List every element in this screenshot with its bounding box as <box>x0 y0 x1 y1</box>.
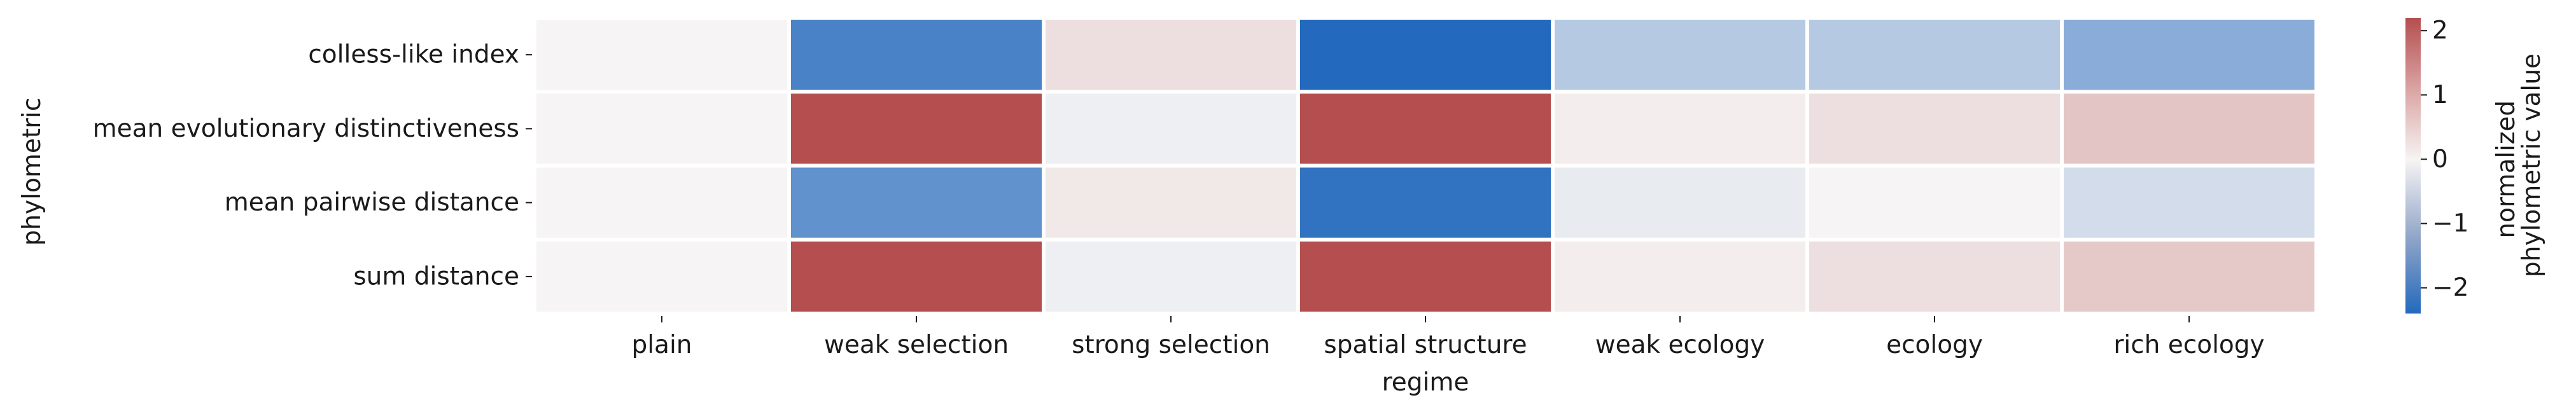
heatmap-cell <box>1555 167 1805 238</box>
x-tick-label: rich ecology <box>2113 331 2264 359</box>
colorbar-tick-label: 1 <box>2432 81 2448 109</box>
heatmap-cells <box>536 20 2314 312</box>
y-axis: colless-like index mean evolutionary dist… <box>93 41 532 291</box>
heatmap-cell <box>1300 167 1551 238</box>
heatmap-cell <box>1809 167 2060 238</box>
heatmap-cell <box>791 167 1042 238</box>
colorbar-ticks: 2 1 0 −1 −2 <box>2421 17 2469 302</box>
heatmap-cell <box>536 93 787 164</box>
heatmap-cell <box>1809 241 2060 312</box>
x-tick-label: ecology <box>1886 331 1983 359</box>
colorbar-gradient <box>2405 18 2421 314</box>
heatmap-cell <box>1300 20 1551 90</box>
heatmap-cell <box>1046 20 1296 90</box>
colorbar: 2 1 0 −1 −2 normalized phylometric value <box>2405 17 2546 314</box>
y-tick-label: mean evolutionary distinctiveness <box>93 114 519 143</box>
colorbar-label: normalized phylometric value <box>2492 53 2546 277</box>
heatmap-cell <box>1809 93 2060 164</box>
heatmap-cell <box>536 20 787 90</box>
heatmap-cell <box>2064 20 2314 90</box>
colorbar-label-line-1: normalized <box>2492 100 2521 238</box>
colorbar-tick-label: −1 <box>2432 209 2469 238</box>
x-tick-label: strong selection <box>1072 331 1270 359</box>
heatmap-cell <box>791 20 1042 90</box>
heatmap-cell <box>1046 241 1296 312</box>
heatmap-cell <box>536 241 787 312</box>
colorbar-tick-label: 2 <box>2432 17 2448 45</box>
colorbar-tick-label: −2 <box>2432 273 2469 302</box>
colorbar-label-line-2: phylometric value <box>2517 53 2546 277</box>
heatmap-cell <box>1809 20 2060 90</box>
heatmap-cell <box>2064 93 2314 164</box>
y-tick-label: sum distance <box>353 262 519 291</box>
y-tick-label: mean pairwise distance <box>225 188 519 217</box>
heatmap-cell <box>1555 20 1805 90</box>
heatmap-cell <box>1300 241 1551 312</box>
x-tick-label: spatial structure <box>1324 331 1527 359</box>
x-tick-label: weak selection <box>824 331 1009 359</box>
heatmap-cell <box>2064 241 2314 312</box>
heatmap-cell <box>536 167 787 238</box>
y-tick-label: colless-like index <box>308 41 519 69</box>
x-tick-label: weak ecology <box>1595 331 1765 359</box>
heatmap-cell <box>1555 93 1805 164</box>
x-tick-label: plain <box>631 331 692 359</box>
heatmap-cell <box>1300 93 1551 164</box>
heatmap-cell <box>1046 93 1296 164</box>
y-axis-label: phylometric <box>18 98 46 246</box>
x-axis: plain weak selection strong selection spati… <box>631 316 2265 359</box>
x-axis-label: regime <box>1382 368 1469 397</box>
heatmap-cell <box>1046 167 1296 238</box>
heatmap-cell <box>791 241 1042 312</box>
heatmap-cell <box>791 93 1042 164</box>
colorbar-tick-label: 0 <box>2432 145 2448 174</box>
heatmap-cell <box>1555 241 1805 312</box>
heatmap-cell <box>2064 167 2314 238</box>
